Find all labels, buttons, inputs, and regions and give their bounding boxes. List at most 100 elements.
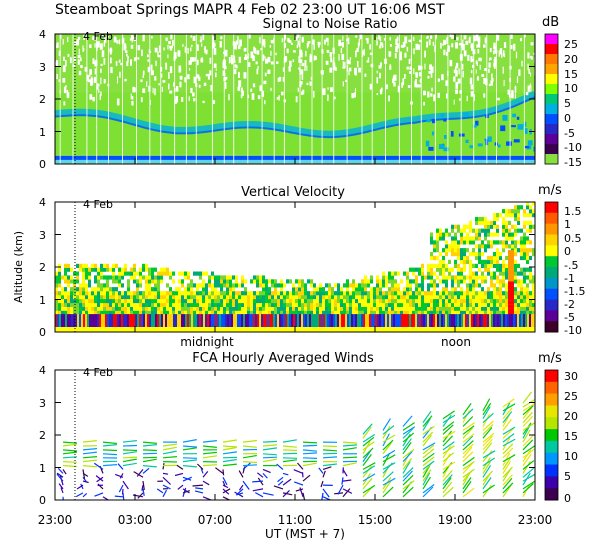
colorbar-swatch [545,393,558,406]
snr-noise [366,60,370,63]
velocity-cell [424,294,427,300]
wind-barb [122,458,137,463]
wind-barb [342,441,358,444]
wind-barb [362,447,374,459]
wind-barb [482,427,493,439]
colorbar-labels-snr: 25 20 15 10 5 0 -5 -10 -15 [564,38,582,169]
wind-barb [222,458,237,463]
wind-barb [121,488,124,495]
velocity-cell [517,220,520,225]
velocity-cell [73,310,76,315]
velocity-cell [514,252,517,257]
velocity-cell [253,298,256,304]
wind-barb [162,476,172,485]
velocity-cell [262,298,265,304]
velocity-cell [517,263,520,268]
velocity-cell [505,209,508,214]
velocity-cell [490,232,493,237]
snr-gap [195,34,197,164]
velocity-updraft [508,308,514,313]
velocity-cell [88,302,91,307]
velocity-cell [394,302,397,307]
velocity-cell [268,310,271,315]
snr-noise [427,91,430,98]
snr-noise [471,59,474,62]
y-tick-label: 3 [39,229,46,242]
snr-noise [265,58,268,64]
velocity-cell [415,306,418,311]
snr-noise [476,62,478,67]
velocity-cell [496,279,499,284]
velocity-ground-cell [451,314,453,328]
velocity-cell [121,267,124,272]
velocity-cell [106,302,109,307]
snr-noise [251,52,253,58]
velocity-cell [430,252,433,257]
velocity-cell [484,220,487,225]
snr-noise [231,58,234,65]
wind-barb [62,461,78,463]
snr-noise [478,57,480,62]
velocity-cell [256,302,259,307]
velocity-cell [433,306,436,311]
velocity-cell [460,306,463,311]
wind-barb [462,443,474,455]
velocity-ground-cell [219,314,221,328]
velocity-cell [418,306,421,311]
velocity-cell [232,306,235,311]
velocity-cell [463,298,466,304]
velocity-cell [514,263,517,268]
snr-noise [367,57,370,62]
snr-noise [342,81,344,87]
velocity-cell [532,306,535,311]
snr-noise [402,41,406,47]
velocity-ground-cell [445,314,447,328]
snr-noise [77,36,81,40]
velocity-cell [463,248,466,253]
snr-noise [392,78,395,84]
velocity-cell [319,283,322,288]
velocity-cell [217,283,220,288]
velocity-cell [172,298,175,304]
velocity-cell [370,310,373,315]
velocity-cell [67,283,70,288]
velocity-cell [211,298,214,304]
velocity-cell [520,287,523,292]
velocity-cell [106,267,109,272]
velocity-cell [145,302,148,307]
velocity-ground-cell [311,314,313,328]
velocity-cell [520,271,523,276]
velocity-cell [451,240,454,245]
velocity-cell [73,271,76,276]
wind-barb [282,492,293,496]
velocity-cell [478,216,481,222]
velocity-ground-cell [515,314,517,328]
snr-noise [238,71,240,79]
wind-barb [362,454,372,466]
velocity-cell [91,294,94,300]
velocity-cell [442,287,445,292]
snr-noise [424,63,426,70]
velocity-cell [97,291,100,296]
velocity-cell [205,283,208,288]
velocity-cell [226,275,229,280]
velocity-cell [346,298,349,304]
velocity-cell [457,244,460,249]
velocity-cell [145,267,148,272]
velocity-cell [364,287,367,292]
velocity-ground-cell [283,314,285,328]
velocity-cell [115,263,118,268]
velocity-cell [451,302,454,307]
velocity-cell [205,298,208,304]
snr-noise [92,58,95,65]
velocity-cell [430,236,433,241]
x-axis-label: UT (MST + 7) [265,527,345,541]
snr-gap [486,34,488,164]
velocity-cell [112,310,115,315]
velocity-cell [226,291,229,296]
velocity-cell [124,306,127,311]
velocity-cell [286,279,289,284]
velocity-cell [481,294,484,300]
wind-barb [502,477,513,490]
velocity-ground-cell [355,314,357,328]
